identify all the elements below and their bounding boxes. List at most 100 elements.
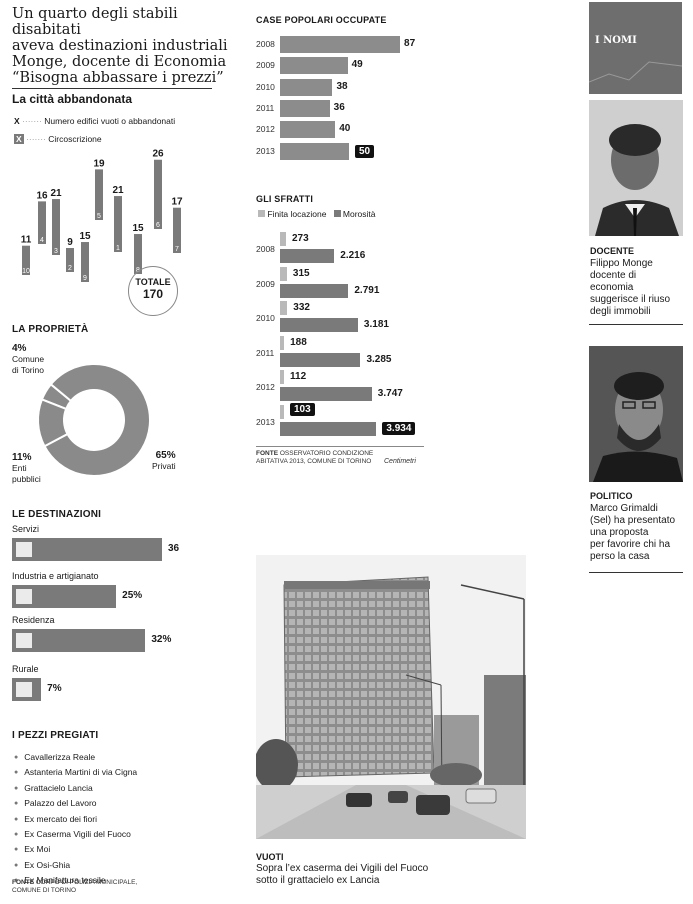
nomi-title: I NOMI [595,35,637,46]
total-label: TOTALE [135,277,171,287]
nomi-decoration [589,61,682,83]
dest-value: 36 [168,543,180,554]
headline-line: Un quarto degli stabili disabitati [12,6,178,38]
citta-value-label: 15 [132,223,144,234]
citta-value-label: 11 [21,235,32,246]
fonte-osservatorio: FONTE OSSERVATORIO CONDIZIONE ABITATIVA … [256,450,373,466]
dest-bar [12,538,162,561]
pezzi-list-item: Ex Moi [14,844,50,854]
divider [589,324,683,325]
fonte-label: FONTE [12,879,35,886]
nomi-header: I NOMI [589,2,682,94]
case-year-label: 2009 [256,60,275,71]
sfratti-bar-morosita [280,352,361,367]
sfratti-bar-finita [280,370,284,384]
sfratti-morosita-label: 2.216 [340,250,366,261]
sfratti-finita-label: 188 [290,336,307,348]
case-value-label: 38 [336,80,348,92]
fonte-label: FONTE [256,450,279,457]
sfratti-bar-finita [280,301,288,315]
caption-line: per favorire chi ha [590,539,671,550]
dest-value: 25% [122,590,143,601]
caption-line: docente di [590,270,637,281]
pezzi-list-item: Cavallerizza Reale [14,752,95,762]
citta-circ-label: 1 [116,245,120,252]
donut-slice [37,398,69,448]
photo-monge [589,100,683,236]
citta-circ-label: 4 [40,237,44,244]
headline-line: Monge, docente di Economia [12,54,227,70]
fonte-line: CORPO DI POLIZIA MUNICIPALE, [35,879,138,886]
citta-bar [81,242,89,282]
pezzi-list-item: Ex Caserma Vigili del Fuoco [14,829,131,839]
citta-circ-label: 5 [97,213,101,220]
citta-value-label: 15 [79,231,91,242]
citta-bar [66,248,74,272]
legend-morosita-swatch [333,210,341,217]
case-bar [280,99,330,117]
comune-pct: 4% [12,343,27,354]
citta-bar [52,199,60,255]
divider [256,446,424,447]
case-bar [280,78,333,96]
legend-finita-swatch [258,210,265,217]
headline-line: “Bisogna abbassare i prezzi” [12,70,224,86]
section-title-citta: La città abbandonata [12,92,133,106]
enti-label: 11% Enti pubblici [12,452,41,485]
dest-icon [16,542,32,557]
case-value-label: 49 [351,59,363,71]
sfratti-bar-finita [280,266,287,281]
citta-value-label: 9 [67,237,73,248]
citta-circ-label: 2 [68,265,72,272]
proprieta-donut [37,363,151,477]
sfratti-year-label: 2008 [256,244,275,254]
citta-value-label: 21 [112,185,124,196]
caption-politico: Marco Grimaldi (Sel) ha presentato una p… [590,503,675,563]
dest-bar [12,629,146,652]
sfratti-morosita-label: 3.747 [377,388,403,399]
photo-title: VUOTI [256,852,284,862]
section-title-destinazioni: LE DESTINAZIONI [12,509,102,520]
headline-line: aveva destinazioni industriali [12,38,228,54]
legend-morosita-label: Morosità [342,209,376,219]
fonte-polizia: FONTE CORPO DI POLIZIA MUNICIPALE, COMUN… [12,879,137,895]
case-year-label: 2008 [256,39,275,49]
fonte-line: ABITATIVA 2013, COMUNE DI TORINO [256,458,372,465]
caption-line: economia [590,282,634,293]
sfratti-finita-label: 103 [290,402,315,416]
role-docente: DOCENTE [590,246,635,256]
photo-grimaldi [589,346,683,482]
case-value-label: 87 [404,38,416,49]
role-politico: POLITICO [590,491,633,501]
case-year-label: 2011 [256,102,275,113]
comune-label-line: di Torino [12,365,44,375]
sfratti-bar-morosita [280,249,335,263]
legend-x-marker: X [14,116,20,126]
case-bar [280,121,336,139]
photo-caption: Sopra l’ex caserma dei Vigili del Fuoco … [256,863,428,887]
privati-label: 65% Privati [152,450,176,472]
citta-value-label: 26 [152,149,164,160]
sfratti-bar-morosita [280,387,372,401]
enti-pct: 11% [12,452,32,463]
dest-label: Industria e artigianato [12,571,99,581]
citta-circ-label: 10 [22,268,30,275]
sfratti-morosita-label: 2.791 [354,284,380,296]
caption-line: una proposta [590,527,649,538]
citta-value-label: 16 [36,190,48,201]
privati-text: Privati [152,461,176,471]
divider [589,572,683,573]
sfratti-bar-morosita [280,283,349,298]
sfratti-year-label: 2009 [256,278,275,289]
caption-line: Sopra l’ex caserma dei Vigili del Fuoco [256,863,429,874]
divider [12,88,212,89]
citta-circ-label: 9 [83,275,87,282]
dest-label: Residenza [12,615,55,625]
citta-value-label: 19 [93,158,105,169]
caption-line: degli immobili [590,306,651,317]
caption-line: (Sel) ha presentato [590,515,676,526]
citta-bar [173,207,181,253]
sfratti-morosita-label: 3.285 [366,353,392,365]
photo-grattacielo [256,555,526,839]
